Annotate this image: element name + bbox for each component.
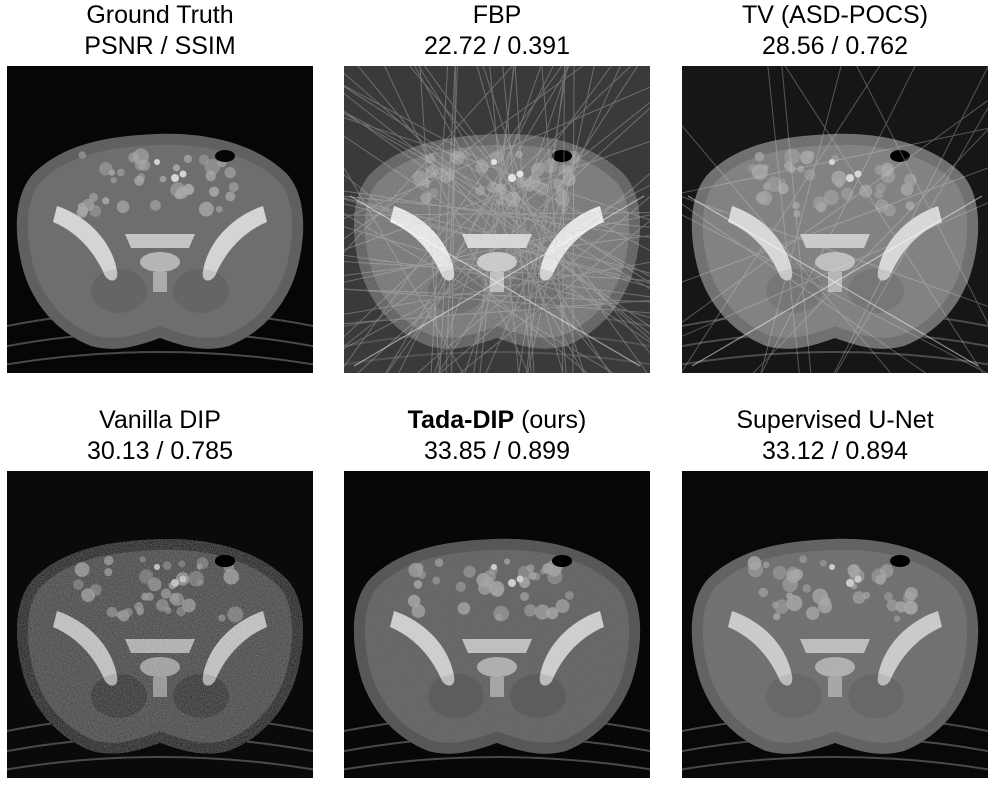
panel-caption: Supervised U-Net 33.12 / 0.894 <box>682 405 988 471</box>
panel-tv: TV (ASD-POCS) 28.56 / 0.762 <box>682 0 988 373</box>
panel-caption: FBP 22.72 / 0.391 <box>344 0 650 66</box>
method-label: Vanilla DIP <box>99 406 221 434</box>
ct-image-fbp <box>344 66 650 373</box>
ct-image-supervised-unet <box>682 471 988 778</box>
metrics-label: 30.13 / 0.785 <box>87 437 233 465</box>
ct-image-tv <box>682 66 988 373</box>
ct-slice-svg <box>344 66 650 373</box>
method-label: Supervised U-Net <box>736 406 934 434</box>
ct-image-ground-truth <box>7 66 313 373</box>
ct-image-tada-dip <box>344 471 650 778</box>
method-label: Ground Truth <box>86 1 234 29</box>
method-label: Tada-DIP (ours) <box>344 405 650 436</box>
panel-vanilla-dip: Vanilla DIP 30.13 / 0.785 <box>7 405 313 778</box>
method-label: TV (ASD-POCS) <box>741 1 929 29</box>
ct-slice-svg <box>682 471 988 778</box>
ct-slice-svg <box>682 66 988 373</box>
panel-caption: Vanilla DIP 30.13 / 0.785 <box>7 405 313 471</box>
method-suffix: (ours) <box>514 406 587 434</box>
metrics-label: 33.85 / 0.899 <box>424 437 570 465</box>
metrics-label: PSNR / SSIM <box>84 32 236 60</box>
panel-fbp: FBP 22.72 / 0.391 <box>344 0 650 373</box>
metrics-label: 28.56 / 0.762 <box>762 32 908 60</box>
metrics-label: 22.72 / 0.391 <box>424 32 570 60</box>
panel-caption: Ground Truth PSNR / SSIM <box>7 0 313 66</box>
ct-slice-svg <box>344 471 650 778</box>
method-label: FBP <box>472 1 522 29</box>
metrics-label: 33.12 / 0.894 <box>762 437 908 465</box>
panel-caption: Tada-DIP (ours) 33.85 / 0.899 <box>344 405 650 471</box>
ct-slice-svg <box>7 471 313 778</box>
panel-caption: TV (ASD-POCS) 28.56 / 0.762 <box>682 0 988 66</box>
panel-tada-dip: Tada-DIP (ours) 33.85 / 0.899 <box>344 405 650 778</box>
method-bold: Tada-DIP <box>407 406 515 434</box>
panel-ground-truth: Ground Truth PSNR / SSIM <box>7 0 313 373</box>
panel-supervised-unet: Supervised U-Net 33.12 / 0.894 <box>682 405 988 778</box>
ct-slice-svg <box>7 66 313 373</box>
ct-image-vanilla-dip <box>7 471 313 778</box>
